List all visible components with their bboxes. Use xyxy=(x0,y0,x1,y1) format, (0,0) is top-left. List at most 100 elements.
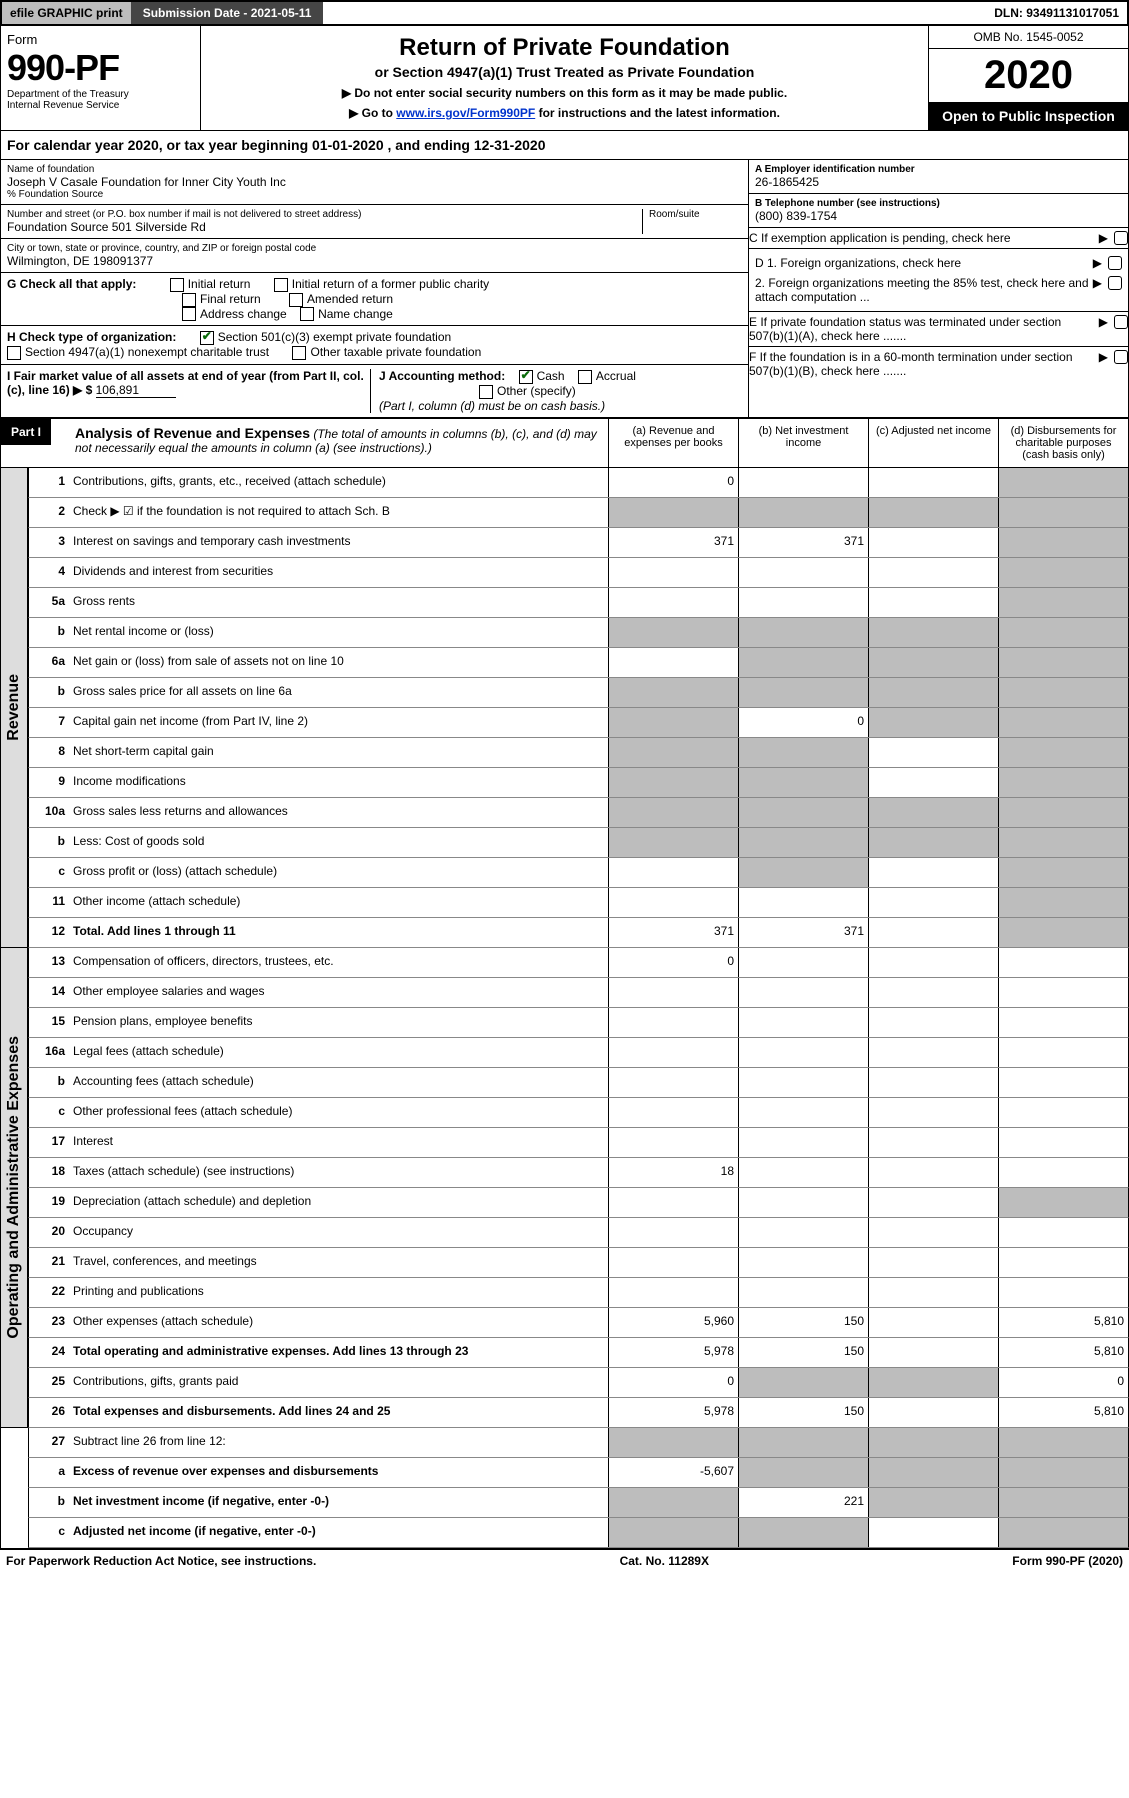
cell-d xyxy=(998,1098,1128,1127)
line-number: b xyxy=(29,1488,69,1517)
dept-1: Department of the Treasury xyxy=(7,89,194,100)
check-e[interactable] xyxy=(1114,315,1128,329)
table-row: 5aGross rents xyxy=(28,588,1129,618)
table-row: 12Total. Add lines 1 through 11371371 xyxy=(28,918,1129,948)
table-row: 6aNet gain or (loss) from sale of assets… xyxy=(28,648,1129,678)
cell-a xyxy=(608,888,738,917)
check-c[interactable] xyxy=(1114,231,1128,245)
cell-d xyxy=(998,798,1128,827)
line-number: 10a xyxy=(29,798,69,827)
topbar: efile GRAPHIC print Submission Date - 20… xyxy=(0,0,1129,26)
cell-a xyxy=(608,1248,738,1277)
table-row: 11Other income (attach schedule) xyxy=(28,888,1129,918)
note-2: ▶ Go to www.irs.gov/Form990PF for instru… xyxy=(209,106,920,120)
cell-a xyxy=(608,1128,738,1157)
cell-c xyxy=(868,678,998,707)
part1-header: Part I Analysis of Revenue and Expenses … xyxy=(0,418,1129,468)
cell-d xyxy=(998,468,1128,497)
line-label: Subtract line 26 from line 12: xyxy=(69,1428,608,1457)
irs-link[interactable]: www.irs.gov/Form990PF xyxy=(396,106,535,120)
cell-d xyxy=(998,558,1128,587)
cell-d xyxy=(998,1188,1128,1217)
cell-c xyxy=(868,588,998,617)
cell-b xyxy=(738,1008,868,1037)
table-row: 10aGross sales less returns and allowanc… xyxy=(28,798,1129,828)
check-final-return[interactable] xyxy=(182,293,196,307)
line-label: Printing and publications xyxy=(69,1278,608,1307)
cell-b xyxy=(738,1278,868,1307)
check-4947[interactable] xyxy=(7,346,21,360)
footer-left: For Paperwork Reduction Act Notice, see … xyxy=(6,1554,316,1568)
line-number: 15 xyxy=(29,1008,69,1037)
line-label: Adjusted net income (if negative, enter … xyxy=(69,1518,608,1547)
check-d1[interactable] xyxy=(1108,256,1122,270)
table-row: 21Travel, conferences, and meetings xyxy=(28,1248,1129,1278)
check-cash[interactable] xyxy=(519,370,533,384)
check-initial-return[interactable] xyxy=(170,278,184,292)
cell-b xyxy=(738,558,868,587)
check-amended[interactable] xyxy=(289,293,303,307)
table-row: 8Net short-term capital gain xyxy=(28,738,1129,768)
check-501c3[interactable] xyxy=(200,331,214,345)
table-row: 14Other employee salaries and wages xyxy=(28,978,1129,1008)
line-number: 6a xyxy=(29,648,69,677)
page-footer: For Paperwork Reduction Act Notice, see … xyxy=(0,1549,1129,1572)
cell-d xyxy=(998,1278,1128,1307)
line-label: Total operating and administrative expen… xyxy=(69,1338,608,1367)
cell-b xyxy=(738,1428,868,1457)
line-label: Contributions, gifts, grants, etc., rece… xyxy=(69,468,608,497)
cell-c xyxy=(868,468,998,497)
check-initial-former[interactable] xyxy=(274,278,288,292)
cell-b xyxy=(738,978,868,1007)
check-d2[interactable] xyxy=(1108,276,1122,290)
cell-d xyxy=(998,888,1128,917)
table-row: bAccounting fees (attach schedule) xyxy=(28,1068,1129,1098)
j-label: J Accounting method: xyxy=(379,369,505,383)
submission-date: Submission Date - 2021-05-11 xyxy=(131,2,324,24)
check-accrual[interactable] xyxy=(578,370,592,384)
table-row: bNet rental income or (loss) xyxy=(28,618,1129,648)
cell-a xyxy=(608,738,738,767)
cell-d: 5,810 xyxy=(998,1308,1128,1337)
dept-2: Internal Revenue Service xyxy=(7,100,194,111)
cell-c xyxy=(868,798,998,827)
cell-d xyxy=(998,1428,1128,1457)
check-other-taxable[interactable] xyxy=(292,346,306,360)
cell-d xyxy=(998,708,1128,737)
line-number: 27 xyxy=(29,1428,69,1457)
cell-a: -5,607 xyxy=(608,1458,738,1487)
table-row: 20Occupancy xyxy=(28,1218,1129,1248)
line-label: Gross profit or (loss) (attach schedule) xyxy=(69,858,608,887)
cell-a xyxy=(608,858,738,887)
cell-b xyxy=(738,1068,868,1097)
table-row: 2Check ▶ ☑ if the foundation is not requ… xyxy=(28,498,1129,528)
check-address-change[interactable] xyxy=(182,307,196,321)
cell-a xyxy=(608,498,738,527)
j-note: (Part I, column (d) must be on cash basi… xyxy=(379,399,605,413)
cell-a xyxy=(608,798,738,827)
dln: DLN: 93491131017051 xyxy=(986,2,1127,24)
cell-d xyxy=(998,678,1128,707)
cell-b: 150 xyxy=(738,1398,868,1427)
line-number: 1 xyxy=(29,468,69,497)
i-label: I Fair market value of all assets at end… xyxy=(7,369,364,397)
line-label: Contributions, gifts, grants paid xyxy=(69,1368,608,1397)
form-label: Form xyxy=(7,32,194,47)
org-care-of: % Foundation Source xyxy=(7,189,742,200)
cell-c xyxy=(868,1188,998,1217)
cell-c xyxy=(868,558,998,587)
check-name-change[interactable] xyxy=(300,307,314,321)
line-number: 16a xyxy=(29,1038,69,1067)
efile-label: efile GRAPHIC print xyxy=(2,2,131,24)
revenue-label: Revenue xyxy=(5,674,23,741)
name-label: Name of foundation xyxy=(7,164,742,175)
cell-a xyxy=(608,1218,738,1247)
cell-b: 150 xyxy=(738,1308,868,1337)
check-f[interactable] xyxy=(1114,350,1128,364)
cell-b xyxy=(738,1518,868,1547)
cell-c xyxy=(868,1308,998,1337)
table-row: 16aLegal fees (attach schedule) xyxy=(28,1038,1129,1068)
line-label: Net investment income (if negative, ente… xyxy=(69,1488,608,1517)
line-label: Gross rents xyxy=(69,588,608,617)
check-other-method[interactable] xyxy=(479,385,493,399)
